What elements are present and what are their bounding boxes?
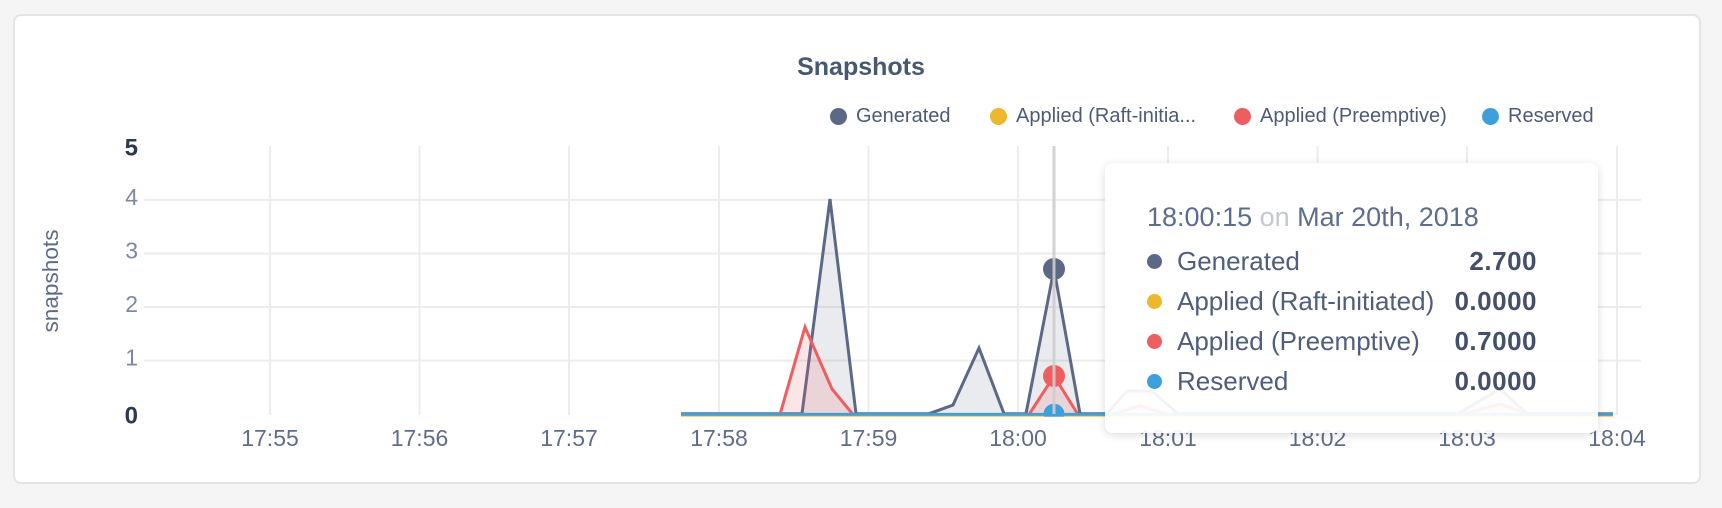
svg-text:3: 3 [125, 238, 138, 264]
svg-text:0: 0 [125, 402, 138, 429]
svg-text:5: 5 [125, 134, 138, 161]
svg-text:1: 1 [125, 345, 138, 371]
svg-text:4: 4 [125, 184, 138, 210]
svg-text:18:04: 18:04 [1588, 425, 1646, 451]
svg-text:17:57: 17:57 [540, 425, 598, 451]
svg-text:17:56: 17:56 [391, 425, 449, 451]
svg-text:2: 2 [125, 291, 138, 317]
svg-text:17:58: 17:58 [690, 425, 748, 451]
svg-text:17:59: 17:59 [840, 425, 898, 451]
svg-text:snapshots: snapshots [38, 230, 63, 333]
svg-text:17:55: 17:55 [241, 425, 299, 451]
svg-text:18:00: 18:00 [989, 425, 1047, 451]
